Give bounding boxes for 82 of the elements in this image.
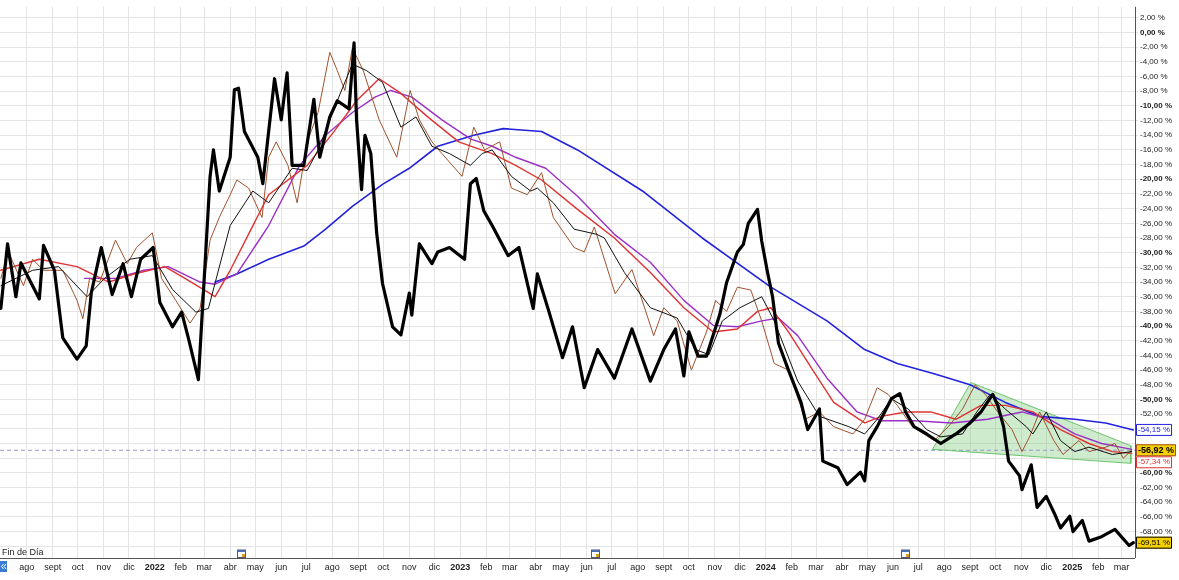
- x-tick-label: sept: [655, 561, 673, 572]
- x-tick-label: sept: [349, 561, 368, 572]
- y-tick-label: -48,00 %: [1140, 379, 1173, 389]
- y-tick-label: -16,00 %: [1140, 145, 1173, 155]
- x-tick-label: jun: [579, 561, 593, 572]
- x-tick-label: ago: [630, 561, 646, 572]
- y-tick-label: -52,00 %: [1140, 409, 1173, 419]
- data-label: -57,34 %: [1138, 457, 1171, 467]
- data-label: -54,15 %: [1138, 425, 1171, 435]
- x-tick-label: feb: [785, 561, 799, 572]
- y-tick-label: -12,00 %: [1140, 115, 1173, 125]
- x-tick-label: oct: [377, 561, 390, 572]
- y-tick-label: -20,00 %: [1140, 174, 1173, 184]
- x-tick-label: may: [246, 561, 265, 572]
- y-tick-label: 2,00 %: [1140, 13, 1165, 23]
- x-tick-label: 2024: [755, 561, 776, 572]
- y-tick-label: -40,00 %: [1140, 321, 1173, 331]
- x-tick-label: ago: [936, 561, 952, 572]
- y-tick-label: -14,00 %: [1140, 130, 1173, 140]
- x-tick-label: oct: [682, 561, 696, 572]
- y-tick-label: -24,00 %: [1140, 203, 1173, 213]
- x-tick-label: abr: [529, 561, 543, 572]
- x-tick-label: mar: [1113, 561, 1130, 572]
- y-tick-label: -32,00 %: [1140, 262, 1173, 272]
- x-tick-label: jul: [300, 561, 311, 572]
- x-tick-label: jun: [886, 561, 900, 572]
- x-tick-label: nov: [96, 561, 112, 572]
- data-label: -69,51 %: [1138, 537, 1171, 547]
- x-tick-label: oct: [989, 561, 1002, 572]
- annotation: Fin de Día: [2, 546, 44, 557]
- x-tick-label: abr: [223, 561, 237, 572]
- x-tick-label: jul: [606, 561, 617, 572]
- y-tick-label: -44,00 %: [1140, 350, 1173, 360]
- y-tick-label: -64,00 %: [1140, 497, 1173, 507]
- y-tick-label: -46,00 %: [1140, 365, 1173, 375]
- y-tick-label: -30,00 %: [1140, 247, 1173, 257]
- y-tick-label: -34,00 %: [1140, 277, 1173, 287]
- y-tick-label: -18,00 %: [1140, 159, 1173, 169]
- x-tick-label: feb: [480, 561, 493, 572]
- x-tick-label: dic: [123, 561, 136, 572]
- x-tick-label: oct: [71, 561, 85, 572]
- y-tick-label: -36,00 %: [1140, 291, 1173, 301]
- y-tick-label: 0,00 %: [1140, 27, 1165, 37]
- data-label: -56,92 %: [1138, 444, 1175, 455]
- x-tick-label: jun: [274, 561, 288, 572]
- x-tick-label: mar: [808, 561, 824, 572]
- y-tick-label: -6,00 %: [1140, 71, 1168, 81]
- y-tick-label: -10,00 %: [1140, 101, 1173, 111]
- y-tick-label: -68,00 %: [1140, 526, 1173, 536]
- y-tick-label: -2,00 %: [1140, 42, 1168, 52]
- x-tick-label: dic: [1040, 561, 1053, 572]
- x-tick-label: mar: [502, 561, 518, 572]
- x-tick-label: nov: [707, 561, 723, 572]
- y-tick-label: -50,00 %: [1140, 394, 1173, 404]
- x-tick-label: 2022: [144, 561, 165, 572]
- x-tick-label: dic: [734, 561, 747, 572]
- x-tick-label: mar: [196, 561, 212, 572]
- x-tick-label: 2023: [450, 561, 471, 572]
- x-tick-label: sept: [961, 561, 980, 572]
- y-tick-label: -28,00 %: [1140, 233, 1173, 243]
- x-tick-label: may: [858, 561, 877, 572]
- y-tick-label: -26,00 %: [1140, 218, 1173, 228]
- x-tick-label: ago: [324, 561, 340, 572]
- x-tick-label: 2025: [1062, 561, 1083, 572]
- y-tick-label: -4,00 %: [1140, 57, 1168, 67]
- x-tick-label: may: [552, 561, 570, 572]
- x-tick-label: abr: [835, 561, 849, 572]
- y-tick-label: -66,00 %: [1140, 512, 1173, 522]
- y-tick-label: -62,00 %: [1140, 482, 1173, 492]
- x-tick-label: feb: [1091, 561, 1105, 572]
- x-tick-label: sept: [44, 561, 62, 572]
- x-tick-label: nov: [1013, 561, 1029, 572]
- y-tick-label: -60,00 %: [1140, 468, 1173, 478]
- x-tick-label: dic: [428, 561, 441, 572]
- y-tick-label: -42,00 %: [1140, 335, 1173, 345]
- x-tick-label: feb: [174, 561, 188, 572]
- x-tick-label: ago: [19, 561, 35, 572]
- y-tick-label: -8,00 %: [1140, 86, 1168, 96]
- x-tick-label: nov: [402, 561, 418, 572]
- x-tick-label: jul: [912, 561, 923, 572]
- y-tick-label: -22,00 %: [1140, 189, 1173, 199]
- y-tick-label: -38,00 %: [1140, 306, 1173, 316]
